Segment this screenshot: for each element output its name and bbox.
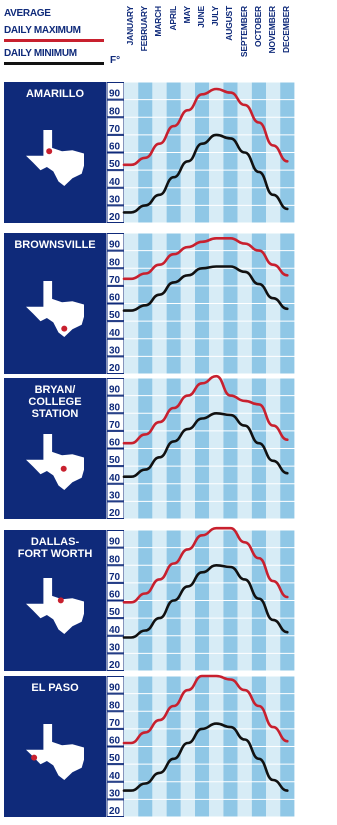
y-tick-label: 40 — [109, 328, 121, 339]
max-temp-line — [122, 374, 289, 445]
min-temp-line — [122, 265, 289, 312]
y-tick-label: 30 — [109, 194, 121, 205]
city-name: COLLEGE — [28, 396, 81, 408]
min-temp-line — [122, 412, 289, 479]
y-tick-label: 90 — [109, 89, 121, 100]
city-name: BRYAN/ — [35, 384, 76, 396]
y-tick-label: 50 — [109, 310, 121, 321]
min-temp-line — [122, 133, 289, 214]
y-tick-label: 80 — [109, 402, 121, 413]
y-tick-label: 20 — [109, 660, 121, 671]
city-name: AMARILLO — [26, 88, 84, 100]
y-tick-label: 70 — [109, 124, 121, 135]
texas-map-icon — [26, 578, 84, 634]
city-location-dot — [57, 597, 64, 604]
unit-label: F° — [110, 55, 121, 66]
city-name: BROWNSVILLE — [14, 239, 95, 251]
y-tick-label: 70 — [109, 420, 121, 431]
city-location-dot — [60, 465, 67, 472]
y-tick-label: 80 — [109, 106, 121, 117]
city-name: FORT WORTH — [18, 548, 93, 560]
y-tick-label: 60 — [109, 438, 121, 449]
city-name: EL PASO — [31, 682, 79, 694]
y-tick-label: 30 — [109, 345, 121, 356]
y-tick-label: 80 — [109, 554, 121, 565]
city-name: STATION — [32, 408, 79, 420]
city-location-dot — [46, 148, 53, 155]
city-name: DALLAS- — [31, 536, 80, 548]
y-tick-label: 70 — [109, 275, 121, 286]
y-tick-label: 50 — [109, 159, 121, 170]
y-tick-label: 60 — [109, 590, 121, 601]
y-tick-label: 30 — [109, 490, 121, 501]
texas-map-icon — [26, 130, 84, 186]
min-temp-line — [122, 722, 289, 792]
legend-max-line — [4, 39, 104, 42]
y-tick-label: 40 — [109, 473, 121, 484]
y-tick-label: 90 — [109, 240, 121, 251]
min-temp-line — [122, 564, 289, 639]
legend-min-label: DAILY MINIMUM — [4, 48, 77, 59]
legend-title: AVERAGE — [4, 8, 51, 19]
y-tick-label: 80 — [109, 700, 121, 711]
y-tick-label: 70 — [109, 718, 121, 729]
texas-map-icon — [26, 434, 84, 490]
max-temp-line — [122, 526, 289, 604]
max-temp-line — [122, 237, 289, 281]
legend-max-label: DAILY MAXIMUM — [4, 25, 81, 36]
y-tick-label: 90 — [109, 683, 121, 694]
y-tick-label: 90 — [109, 385, 121, 396]
y-tick-label: 20 — [109, 363, 121, 374]
y-tick-label: 50 — [109, 455, 121, 466]
max-temp-line — [122, 674, 289, 745]
y-tick-label: 30 — [109, 788, 121, 799]
y-tick-label: 50 — [109, 607, 121, 618]
city-location-dot — [31, 754, 38, 761]
y-tick-label: 60 — [109, 293, 121, 304]
y-tick-label: 50 — [109, 753, 121, 764]
texas-map-icon — [26, 281, 84, 337]
y-tick-label: 20 — [109, 508, 121, 519]
texas-map-icon — [26, 724, 84, 780]
y-tick-label: 40 — [109, 771, 121, 782]
y-tick-label: 20 — [109, 806, 121, 817]
y-tick-label: 60 — [109, 142, 121, 153]
legend: AVERAGE DAILY MAXIMUM DAILY MINIMUM — [4, 8, 108, 70]
y-tick-label: 60 — [109, 736, 121, 747]
y-tick-label: 70 — [109, 572, 121, 583]
y-tick-label: 90 — [109, 537, 121, 548]
y-tick-label: 80 — [109, 257, 121, 268]
max-temp-line — [122, 87, 289, 167]
y-tick-label: 20 — [109, 212, 121, 223]
y-tick-label: 40 — [109, 625, 121, 636]
y-tick-label: 30 — [109, 642, 121, 653]
city-panel — [4, 378, 106, 519]
y-tick-label: 40 — [109, 177, 121, 188]
legend-min-line — [4, 62, 104, 65]
city-location-dot — [61, 325, 68, 332]
